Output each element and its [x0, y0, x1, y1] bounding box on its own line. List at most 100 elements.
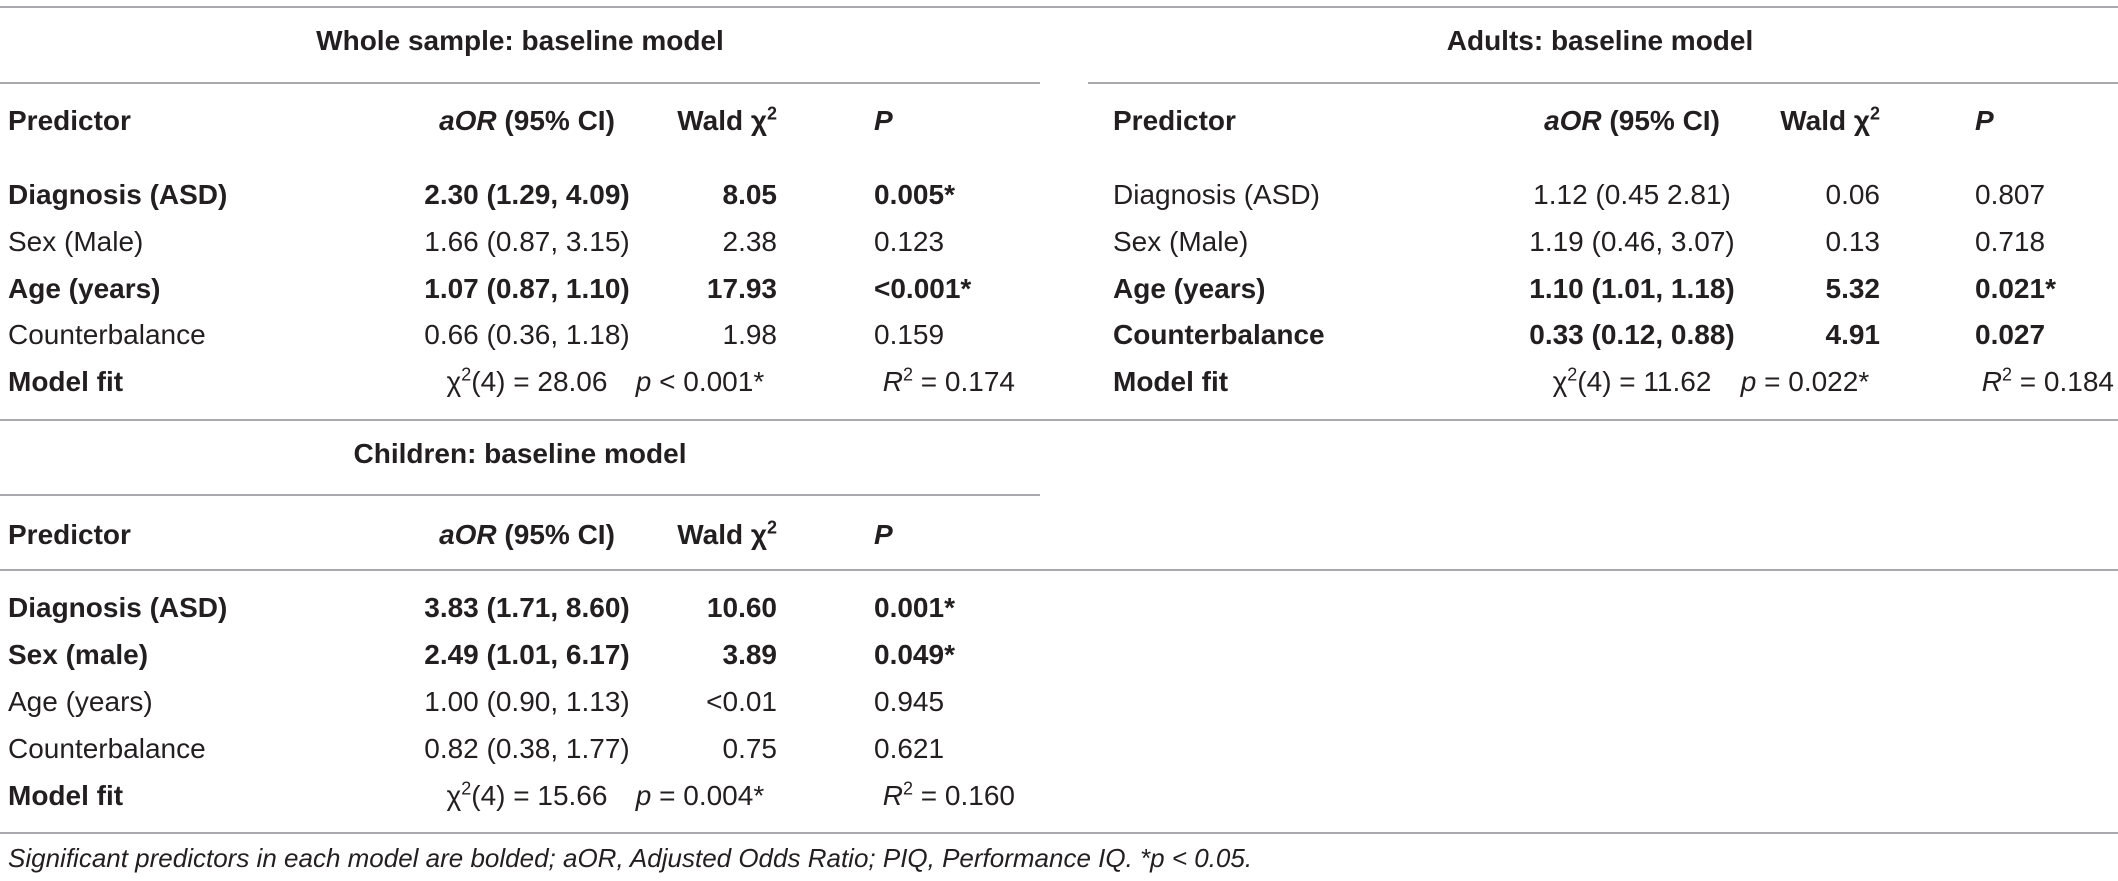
table-rule — [1088, 82, 2118, 84]
header-wald-sup: 2 — [766, 517, 777, 538]
header-aor-abbrev: aOR — [439, 519, 497, 550]
header-wald-sup: 2 — [766, 103, 777, 124]
row-wald: 5.32 — [1825, 273, 1881, 304]
fit-p-value: p = 0.004* — [550, 779, 850, 813]
fit-chi-sup: 2 — [461, 364, 472, 385]
panel-title: Adults: baseline model — [1446, 25, 1754, 56]
header-wald: Wald χ2 — [577, 518, 777, 552]
fit-r-squared: R2 = 0.174 — [874, 365, 1015, 399]
fit-chi-square: χ2(4) = 28.06 — [377, 365, 677, 399]
row-aor: 0.33 (0.12, 0.88) — [1529, 319, 1735, 350]
row-p: 0.945 — [874, 686, 945, 717]
fit-p-symbol: p — [635, 780, 652, 811]
row-p: 0.001* — [874, 592, 955, 623]
row-p: 0.807 — [1975, 179, 2046, 210]
row-wald: 4.91 — [1825, 319, 1881, 350]
row-predictor: Sex (Male) — [8, 226, 144, 257]
header-wald-sup: 2 — [1869, 103, 1880, 124]
header-wald: Wald χ2 — [1680, 104, 1880, 138]
fit-p-rest: = 0.004* — [651, 780, 765, 811]
header-wald-text: Wald χ — [677, 519, 767, 550]
table-rule — [0, 82, 1040, 84]
row-wald: 0.75 — [722, 733, 778, 764]
header-aor-abbrev: aOR — [439, 105, 497, 136]
fit-p-symbol: p — [635, 366, 652, 397]
row-wald: 17.93 — [706, 273, 777, 304]
row-predictor: Counterbalance — [8, 319, 206, 350]
table-footnote: Significant predictors in each model are… — [8, 843, 1253, 873]
header-aor-ci: (95% CI) — [1601, 105, 1720, 136]
table-rule — [0, 569, 2118, 571]
fit-r-sup: 2 — [2002, 364, 2013, 385]
row-p: 0.005* — [874, 179, 955, 210]
header-wald-text: Wald χ — [1780, 105, 1870, 136]
fit-r-squared: R2 = 0.160 — [874, 779, 1015, 813]
row-wald: <0.01 — [706, 686, 777, 717]
header-predictor: Predictor — [1113, 105, 1236, 136]
header-wald: Wald χ2 — [577, 104, 777, 138]
table-rule — [0, 494, 1040, 496]
fit-p-value: p = 0.022* — [1655, 365, 1955, 399]
row-p: 0.049* — [874, 639, 955, 670]
fit-r-symbol: R — [882, 366, 903, 397]
header-predictor: Predictor — [8, 519, 131, 550]
row-predictor: Diagnosis (ASD) — [8, 592, 228, 623]
row-aor: 1.19 (0.46, 3.07) — [1529, 226, 1735, 257]
row-aor: 1.66 (0.87, 3.15) — [424, 226, 630, 257]
row-wald: 0.13 — [1825, 226, 1881, 257]
row-predictor: Age (years) — [8, 273, 161, 304]
fit-p-value: p < 0.001* — [550, 365, 850, 399]
row-p: 0.621 — [874, 733, 945, 764]
row-aor: 1.00 (0.90, 1.13) — [424, 686, 630, 717]
header-p-text: P — [1975, 105, 1994, 136]
table-rule — [0, 832, 2118, 834]
row-aor: 1.07 (0.87, 1.10) — [424, 273, 630, 304]
row-wald: 3.89 — [722, 639, 778, 670]
fit-chi-symbol: χ — [446, 780, 462, 811]
header-aor: aOR (95% CI) — [1482, 104, 1782, 138]
fit-r-sup: 2 — [903, 778, 914, 799]
row-predictor: Sex (Male) — [1113, 226, 1249, 257]
fit-r-rest: = 0.174 — [913, 366, 1015, 397]
row-p: 0.021* — [1975, 273, 2056, 304]
fit-chi-square: χ2(4) = 11.62 — [1482, 365, 1782, 399]
row-predictor: Counterbalance — [8, 733, 206, 764]
fit-p-symbol: p — [1740, 366, 1757, 397]
row-predictor: Age (years) — [8, 686, 153, 717]
fit-chi-square: χ2(4) = 15.66 — [377, 779, 677, 813]
fit-label: Model fit — [8, 780, 124, 811]
fit-chi-value: (4) = 11.62 — [1577, 366, 1712, 397]
row-aor: 1.12 (0.45 2.81) — [1533, 179, 1731, 210]
header-aor-ci: (95% CI) — [496, 519, 615, 550]
header-predictor: Predictor — [8, 105, 131, 136]
row-wald: 10.60 — [706, 592, 777, 623]
row-aor: 2.30 (1.29, 4.09) — [424, 179, 630, 210]
row-predictor: Counterbalance — [1113, 319, 1325, 350]
fit-r-rest: = 0.160 — [913, 780, 1015, 811]
fit-chi-value: (4) = 15.66 — [471, 780, 608, 811]
fit-label: Model fit — [1113, 366, 1229, 397]
row-wald: 8.05 — [722, 179, 778, 210]
row-predictor: Diagnosis (ASD) — [8, 179, 228, 210]
panel-title: Children: baseline model — [353, 438, 687, 469]
row-aor: 1.10 (1.01, 1.18) — [1529, 273, 1735, 304]
header-aor: aOR (95% CI) — [377, 104, 677, 138]
fit-chi-sup: 2 — [461, 778, 472, 799]
header-wald-text: Wald χ — [677, 105, 767, 136]
row-wald: 2.38 — [722, 226, 778, 257]
row-aor: 3.83 (1.71, 8.60) — [424, 592, 630, 623]
row-p: 0.718 — [1975, 226, 2046, 257]
table-rule — [0, 6, 2118, 8]
row-wald: 1.98 — [722, 319, 778, 350]
fit-p-rest: < 0.001* — [651, 366, 765, 397]
row-predictor: Age (years) — [1113, 273, 1266, 304]
header-aor-abbrev: aOR — [1544, 105, 1602, 136]
row-predictor: Sex (male) — [8, 639, 149, 670]
header-p-text: P — [874, 105, 893, 136]
header-p: P — [874, 104, 893, 138]
fit-label: Model fit — [8, 366, 124, 397]
row-aor: 2.49 (1.01, 6.17) — [424, 639, 630, 670]
fit-r-symbol: R — [1981, 366, 2002, 397]
row-aor: 0.66 (0.36, 1.18) — [424, 319, 630, 350]
header-aor: aOR (95% CI) — [377, 518, 677, 552]
